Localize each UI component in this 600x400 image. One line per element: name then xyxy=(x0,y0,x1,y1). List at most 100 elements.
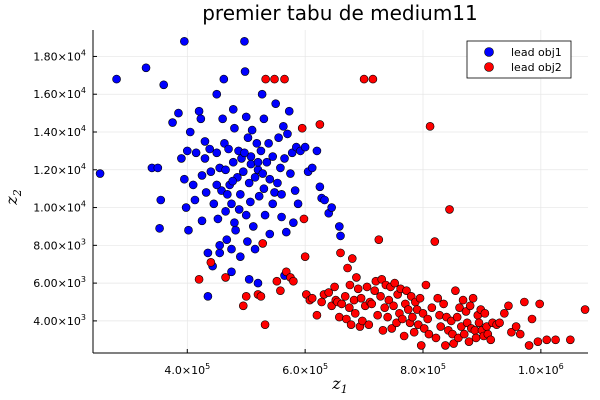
point-s2-79 xyxy=(403,305,413,314)
point-s2-33 xyxy=(336,248,345,258)
point-s2-138 xyxy=(507,327,516,337)
point-s2-3 xyxy=(238,301,248,311)
point-s1-58 xyxy=(240,37,249,46)
point-s1-7 xyxy=(159,80,169,90)
point-s2-36 xyxy=(342,314,351,324)
point-s2-6 xyxy=(256,292,266,301)
y-tick-label-3: 1.00×104 xyxy=(33,200,86,215)
point-s1-63 xyxy=(243,133,253,142)
point-s1-106 xyxy=(228,176,237,186)
point-s2-83 xyxy=(409,327,419,337)
series-1 xyxy=(95,37,345,301)
point-s1-14 xyxy=(182,146,192,156)
point-s2-52 xyxy=(364,320,374,329)
point-s2-18 xyxy=(299,214,309,224)
point-s2-66 xyxy=(384,295,394,305)
point-s1-109 xyxy=(215,241,224,250)
point-s1-103 xyxy=(246,159,256,169)
point-s2-51 xyxy=(362,282,372,292)
point-s2-110 xyxy=(452,312,462,322)
point-s1-27 xyxy=(203,248,213,258)
point-s2-136 xyxy=(500,309,509,318)
point-s2-119 xyxy=(465,301,475,311)
y-tick-label-4: 1.20×104 xyxy=(33,162,86,177)
point-s1-115 xyxy=(300,142,310,152)
point-s1-108 xyxy=(203,292,213,301)
point-s1-51 xyxy=(231,225,240,235)
point-s2-109 xyxy=(451,286,460,295)
point-s2-98 xyxy=(433,293,443,303)
point-s1-59 xyxy=(240,67,250,76)
point-s1-87 xyxy=(276,163,285,173)
point-s1-6 xyxy=(155,224,164,233)
point-s2-19 xyxy=(300,252,310,261)
point-s1-88 xyxy=(277,212,286,222)
point-s1-84 xyxy=(271,99,280,108)
point-s1-85 xyxy=(273,178,282,188)
point-s2-135 xyxy=(495,318,504,328)
point-s1-37 xyxy=(218,114,227,124)
point-s2-59 xyxy=(374,235,384,244)
point-s1-74 xyxy=(256,146,266,156)
point-s1-111 xyxy=(265,174,275,184)
x-tick-label-0: 4.0×105 xyxy=(164,362,210,377)
point-s2-137 xyxy=(504,301,513,311)
point-s1-94 xyxy=(286,169,295,178)
point-s1-13 xyxy=(181,203,191,212)
point-s1-22 xyxy=(197,171,207,180)
legend-marker-1 xyxy=(484,47,494,57)
point-s1-45 xyxy=(227,199,236,209)
legend-label-2: lead obj2 xyxy=(511,61,562,74)
point-s2-129 xyxy=(480,309,490,318)
y-tick-label-1: 6.00×103 xyxy=(33,275,86,290)
legend: lead obj1 lead obj2 xyxy=(466,40,572,79)
point-s2-11 xyxy=(272,276,282,286)
point-s1-17 xyxy=(188,180,198,190)
point-s2-75 xyxy=(398,314,407,324)
point-s1-33 xyxy=(213,214,223,224)
point-s1-61 xyxy=(241,210,251,220)
point-s1-92 xyxy=(283,129,292,139)
point-s1-60 xyxy=(241,112,251,122)
point-s2-1 xyxy=(206,258,216,267)
point-s1-93 xyxy=(284,106,294,116)
point-s1-91 xyxy=(281,227,291,237)
point-s2-148 xyxy=(566,335,575,345)
point-s1-9 xyxy=(174,108,183,118)
point-s1-101 xyxy=(223,190,232,199)
point-s1-107 xyxy=(253,278,263,288)
point-s1-15 xyxy=(184,225,193,235)
point-s2-101 xyxy=(439,299,448,309)
point-s1-20 xyxy=(194,106,204,116)
point-s2-139 xyxy=(511,322,521,331)
series-2 xyxy=(194,74,590,350)
point-s1-62 xyxy=(243,237,252,246)
point-s2-4 xyxy=(241,292,251,301)
point-s1-16 xyxy=(185,127,195,137)
point-s2-55 xyxy=(368,74,378,84)
point-s1-77 xyxy=(259,184,269,193)
point-s2-112 xyxy=(455,303,464,312)
point-s1-46 xyxy=(227,244,236,254)
point-s1-102 xyxy=(234,205,244,214)
point-s2-32 xyxy=(335,312,344,322)
point-s1-89 xyxy=(279,122,288,131)
point-s2-90 xyxy=(419,324,429,333)
point-s2-95 xyxy=(427,303,437,312)
point-s2-2 xyxy=(221,273,230,282)
point-s1-5 xyxy=(156,195,166,205)
point-s1-10 xyxy=(180,37,189,46)
point-s1-35 xyxy=(215,248,224,258)
point-s1-105 xyxy=(240,148,249,158)
point-s1-79 xyxy=(262,157,272,167)
x-tick-label-2: 8.0×105 xyxy=(400,362,446,377)
point-s1-118 xyxy=(312,146,322,156)
point-s2-49 xyxy=(359,74,369,84)
point-s1-32 xyxy=(212,148,222,158)
point-s2-12 xyxy=(276,286,285,295)
point-s2-125 xyxy=(474,318,484,328)
point-s1-78 xyxy=(260,210,270,220)
point-s1-23 xyxy=(197,216,207,226)
point-s1-2 xyxy=(141,63,151,73)
